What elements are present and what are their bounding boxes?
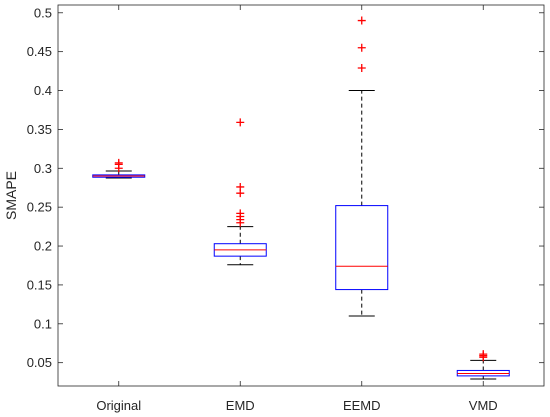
x-tick-label: EMD <box>226 398 255 413</box>
axes-frame <box>57 4 545 387</box>
y-tick-label: 0.25 <box>27 200 52 215</box>
outlier-marker <box>114 158 123 167</box>
outlier-marker <box>357 43 366 52</box>
outlier-marker <box>479 350 488 359</box>
y-tick-label: 0.15 <box>27 277 52 292</box>
outlier-marker <box>236 118 245 127</box>
y-axis-label: SMAPE <box>3 171 19 220</box>
y-tick-label: 0.45 <box>27 44 52 59</box>
y-tick-label: 0.2 <box>34 239 52 254</box>
x-tick-label: EEMD <box>343 398 381 413</box>
x-tick-label: VMD <box>469 398 498 413</box>
y-tick-label: 0.05 <box>27 355 52 370</box>
y-tick-label: 0.1 <box>34 316 52 331</box>
plot-area: 0.05 0.1 0.15 0.2 0.25 0.3 0.35 0.4 0.45 0.5 Origi… <box>27 4 545 413</box>
iqr-box <box>335 205 389 291</box>
x-tick-label: Original <box>96 398 141 413</box>
y-tick-label: 0.5 <box>34 5 52 20</box>
y-tick-label: 0.3 <box>34 161 52 176</box>
y-tick-label: 0.35 <box>27 122 52 137</box>
outlier-marker <box>236 182 245 191</box>
y-tick-label: 0.4 <box>34 83 52 98</box>
outlier-marker <box>357 63 366 72</box>
outlier-marker <box>357 16 366 25</box>
outlier-marker <box>236 209 245 218</box>
